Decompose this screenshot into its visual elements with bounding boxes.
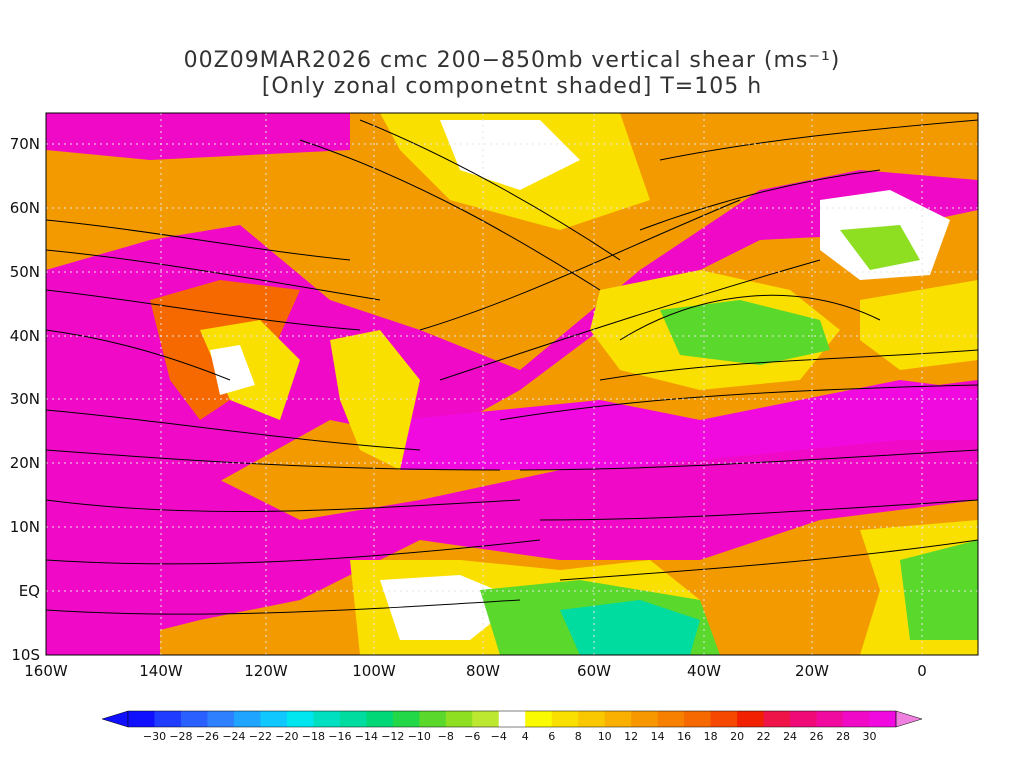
colorbar-swatch <box>260 711 288 727</box>
colorbar-tick-label: −20 <box>275 730 298 743</box>
lon-label: 60W <box>577 662 611 680</box>
colorbar <box>101 710 923 728</box>
colorbar-tick-label: 26 <box>810 730 824 743</box>
lon-label: 40W <box>687 662 721 680</box>
colorbar-tick-label: 6 <box>548 730 555 743</box>
colorbar-swatch <box>790 711 817 727</box>
colorbar-swatch <box>631 711 659 727</box>
lon-label: 100W <box>352 662 396 680</box>
colorbar-frame <box>127 710 897 728</box>
lon-label: 80W <box>466 662 500 680</box>
colorbar-swatch <box>392 711 420 727</box>
colorbar-tick-label: −28 <box>169 730 192 743</box>
lon-label: 140W <box>139 662 183 680</box>
colorbar-tick-label: 24 <box>783 730 797 743</box>
colorbar-swatch <box>843 711 870 727</box>
colorbar-swatch <box>710 711 738 727</box>
colorbar-swatch <box>154 711 182 727</box>
colorbar-tick-label: −24 <box>222 730 245 743</box>
colorbar-tick-label: −22 <box>249 730 272 743</box>
lat-label: 10S <box>11 646 40 664</box>
colorbar-tick-label: 22 <box>757 730 771 743</box>
chart-title-line-2: [Only zonal componetnt shaded] T=105 h <box>261 74 763 99</box>
colorbar-tick-label: 10 <box>598 730 612 743</box>
chart-title-line-1: 00Z09MAR2026 cmc 200−850mb vertical shea… <box>183 48 841 73</box>
lat-label: 50N <box>10 263 40 281</box>
lon-label: 0 <box>917 662 927 680</box>
colorbar-swatch <box>578 711 606 727</box>
colorbar-swatch <box>366 711 394 727</box>
colorbar-tick-label: −18 <box>302 730 325 743</box>
lat-label: 30N <box>10 390 40 408</box>
colorbar-swatch <box>339 711 367 727</box>
grid-lines <box>46 113 978 655</box>
colorbar-tick-label: −14 <box>355 730 378 743</box>
colorbar-swatch <box>180 711 208 727</box>
colorbar-tick-label: 4 <box>522 730 529 743</box>
colorbar-swatch <box>313 711 341 727</box>
colorbar-swatch <box>604 711 632 727</box>
colorbar-tick-label: 20 <box>730 730 744 743</box>
latitude-labels: 70N 60N 50N 40N 30N 20N 10N EQ 10S <box>10 135 40 664</box>
lat-label: 60N <box>10 199 40 217</box>
colorbar-tick-label: −12 <box>381 730 404 743</box>
colorbar-swatch <box>419 711 447 727</box>
colorbar-swatch <box>551 711 579 727</box>
colorbar-tick-label: −8 <box>438 730 454 743</box>
colorbar-tick-label: 12 <box>624 730 638 743</box>
colorbar-tick-label: −6 <box>464 730 480 743</box>
longitude-labels: 160W 140W 120W 100W 80W 60W 40W 20W 0 <box>24 662 927 680</box>
lat-label: 20N <box>10 454 40 472</box>
colorbar-tick-label: −10 <box>408 730 431 743</box>
colorbar-arrow-left <box>101 710 129 728</box>
lat-label: 70N <box>10 135 40 153</box>
lat-label: 40N <box>10 327 40 345</box>
colorbar-tick-label: 18 <box>704 730 718 743</box>
colorbar-tick-label: 8 <box>575 730 582 743</box>
colorbar-tick-label: 16 <box>677 730 691 743</box>
colorbar-tick-label: −26 <box>196 730 219 743</box>
lat-label: 10N <box>10 518 40 536</box>
colorbar-labels: −30 −28 −26 −24 −22 −20 −18 −16 −14 −12 −10 −8 −6 −4 4… <box>143 730 877 743</box>
colorbar-swatch <box>525 711 553 727</box>
colorbar-swatch <box>498 711 526 727</box>
streamlines <box>46 119 978 615</box>
colorbar-swatch <box>657 711 685 727</box>
colorbar-tick-label: 30 <box>863 730 877 743</box>
colorbar-swatch <box>286 711 314 727</box>
colorbar-swatch <box>207 711 235 727</box>
lat-label: EQ <box>19 582 40 600</box>
colorbar-tick-label: 14 <box>651 730 665 743</box>
colorbar-swatch <box>763 711 791 727</box>
colorbar-swatch <box>128 711 155 727</box>
lon-label: 120W <box>244 662 288 680</box>
colorbar-swatch <box>684 711 712 727</box>
colorbar-swatch <box>816 711 844 727</box>
colorbar-swatch <box>233 711 261 727</box>
colorbar-swatch <box>737 711 764 727</box>
colorbar-tick-label: 28 <box>836 730 850 743</box>
colorbar-arrow-right <box>895 710 923 728</box>
colorbar-swatch <box>445 711 473 727</box>
lon-label: 20W <box>795 662 829 680</box>
colorbar-tick-label: −16 <box>328 730 351 743</box>
colorbar-swatch <box>869 711 897 727</box>
lon-label: 160W <box>24 662 68 680</box>
map-frame <box>45 112 979 656</box>
colorbar-swatch <box>472 711 500 727</box>
colorbar-tick-label: −30 <box>143 730 166 743</box>
colorbar-tick-label: −4 <box>491 730 507 743</box>
shear-field <box>46 113 978 655</box>
